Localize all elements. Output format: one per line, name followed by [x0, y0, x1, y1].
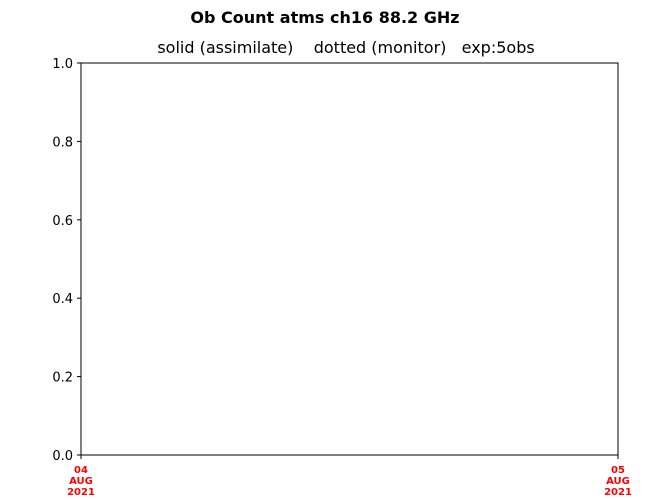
x-tick-label: 05: [611, 465, 625, 476]
x-tick-label: 04: [74, 465, 88, 476]
chart-title: Ob Count atms ch16 88.2 GHz: [190, 8, 460, 27]
x-tick-label: 2021: [604, 487, 632, 498]
y-tick-label: 1.0: [52, 57, 73, 72]
y-tick-label: 0.6: [52, 214, 73, 229]
x-tick-label: AUG: [69, 476, 93, 487]
y-tick-label: 0.8: [52, 135, 73, 150]
x-tick-label: AUG: [606, 476, 630, 487]
x-tick-label: 2021: [67, 487, 95, 498]
plot-area: [80, 62, 619, 456]
chart-subtitle: solid (assimilate) dotted (monitor) exp:…: [157, 38, 535, 57]
y-tick-label: 0.0: [52, 449, 73, 464]
y-tick-label: 0.2: [52, 371, 73, 386]
y-tick-label: 0.4: [52, 292, 73, 307]
y-axis: 0.0 0.2 0.4 0.6 0.8 1.0: [52, 57, 81, 464]
